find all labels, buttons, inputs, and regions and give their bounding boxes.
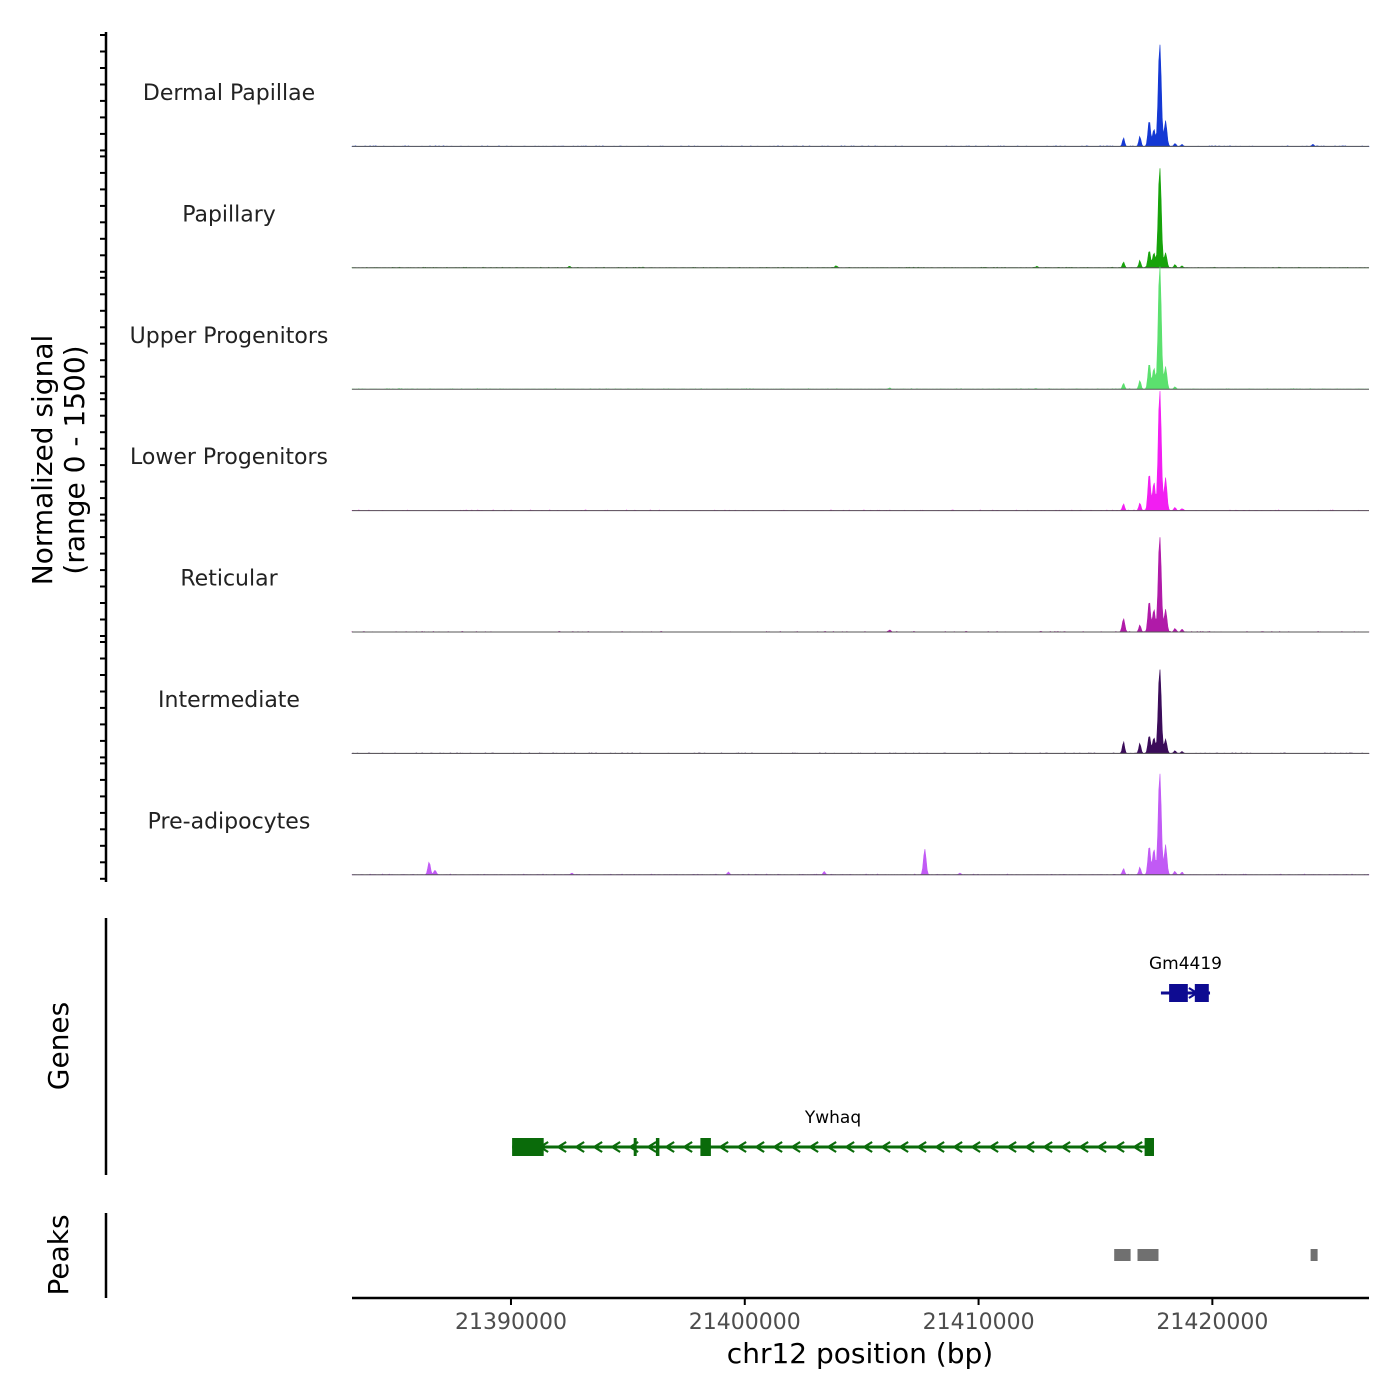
x-tick-label: 21420000 — [1156, 1310, 1268, 1335]
x-axis-ticks: 21390000 21400000 21410000 21420000 — [455, 1298, 1268, 1335]
strand-arrow — [736, 1141, 747, 1153]
peaks-panel-label: Peaks — [42, 1214, 75, 1295]
exon — [1194, 984, 1209, 1002]
gene-annotations: Gm4419 Ywhaq — [512, 954, 1222, 1156]
strand-arrow — [844, 1141, 855, 1153]
track-reticular: Reticular — [180, 537, 1370, 633]
exon — [700, 1138, 711, 1156]
strand-arrow — [1060, 1141, 1071, 1153]
strand-arrow — [1006, 1141, 1017, 1153]
strand-arrow — [754, 1141, 765, 1153]
strand-arrow — [790, 1141, 801, 1153]
exon — [1144, 1138, 1154, 1156]
track-pre-adipocytes: Pre-adipocytes — [148, 773, 1370, 876]
strand-arrow — [934, 1141, 945, 1153]
signal-area-dermal-papillae — [351, 44, 1370, 147]
signal-area-reticular — [351, 537, 1370, 633]
strand-arrow — [646, 1141, 657, 1153]
track-label-lower-progenitors: Lower Progenitors — [130, 445, 328, 470]
track-papillary: Papillary — [182, 168, 1370, 269]
signal-area-lower-progenitors — [351, 390, 1370, 511]
track-label-papillary: Papillary — [182, 202, 276, 227]
strand-arrow — [592, 1141, 603, 1153]
signal-area-upper-progenitors — [351, 266, 1370, 390]
strand-arrow — [1024, 1141, 1035, 1153]
gene-ywhaq[interactable]: Ywhaq — [512, 1108, 1154, 1156]
y-axis-title: Normalized signal — [26, 335, 59, 586]
gene-gm4419[interactable]: Gm4419 — [1149, 954, 1222, 1002]
strand-arrow — [574, 1141, 585, 1153]
track-dermal-papillae: Dermal Papillae — [143, 44, 1370, 147]
strand-arrow — [1132, 1141, 1143, 1153]
strand-arrow — [952, 1141, 963, 1153]
x-tick-label: 21410000 — [923, 1310, 1035, 1335]
track-intermediate: Intermediate — [158, 669, 1370, 754]
strand-arrow — [916, 1141, 927, 1153]
strand-arrow — [682, 1141, 693, 1153]
peak-region[interactable] — [1114, 1249, 1131, 1261]
strand-arrow — [880, 1141, 891, 1153]
track-label-pre-adipocytes: Pre-adipocytes — [148, 809, 311, 834]
strand-arrow — [772, 1141, 783, 1153]
signal-area-papillary — [351, 168, 1370, 269]
strand-arrow — [808, 1141, 819, 1153]
y-axis-subtitle: (range 0 - 1500) — [58, 345, 91, 574]
signal-axis-ticks — [100, 34, 106, 880]
peak-region[interactable] — [1310, 1249, 1318, 1261]
peak-region[interactable] — [1137, 1249, 1159, 1261]
track-label-intermediate: Intermediate — [158, 688, 300, 713]
strand-arrow — [718, 1141, 729, 1153]
strand-arrow — [898, 1141, 909, 1153]
track-label-reticular: Reticular — [180, 567, 278, 592]
track-upper-progenitors: Upper Progenitors — [130, 266, 1370, 390]
strand-arrow — [1078, 1141, 1089, 1153]
peak-annotations — [1114, 1249, 1318, 1261]
exon — [655, 1138, 660, 1156]
signal-area-intermediate — [351, 669, 1370, 754]
strand-arrow — [1096, 1141, 1107, 1153]
strand-arrow — [988, 1141, 999, 1153]
x-tick-label: 21400000 — [689, 1310, 801, 1335]
strand-arrow — [970, 1141, 981, 1153]
strand-arrow — [826, 1141, 837, 1153]
gene-label-gm4419: Gm4419 — [1149, 954, 1222, 974]
strand-arrow — [1114, 1141, 1125, 1153]
x-axis-title: chr12 position (bp) — [727, 1337, 993, 1370]
strand-arrow — [556, 1141, 567, 1153]
signal-area-pre-adipocytes — [351, 773, 1370, 876]
x-tick-label: 21390000 — [455, 1310, 567, 1335]
track-label-dermal-papillae: Dermal Papillae — [143, 81, 315, 106]
track-lower-progenitors: Lower Progenitors — [130, 390, 1370, 512]
track-label-upper-progenitors: Upper Progenitors — [130, 324, 329, 349]
exon — [512, 1138, 544, 1156]
gene-label-ywhaq: Ywhaq — [804, 1108, 861, 1128]
strand-arrow — [1042, 1141, 1053, 1153]
strand-arrow — [664, 1141, 675, 1153]
strand-arrow — [862, 1141, 873, 1153]
coverage-tracks: Dermal Papillae Papillary Upper Progenitor… — [130, 44, 1370, 876]
genes-panel-label: Genes — [42, 1002, 75, 1090]
exon — [1169, 984, 1188, 1002]
exon — [633, 1138, 637, 1156]
strand-arrow — [610, 1141, 621, 1153]
